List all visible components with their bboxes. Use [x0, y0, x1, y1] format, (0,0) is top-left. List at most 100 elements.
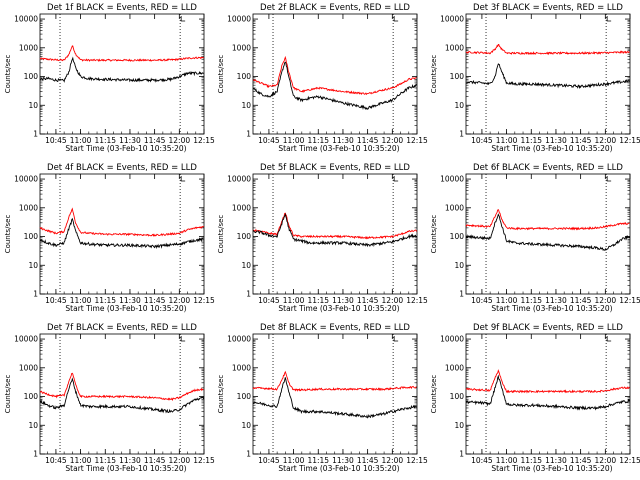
- y-axis-label: Counts/sec: [217, 215, 225, 254]
- x-tick-label: 12:00: [382, 296, 404, 305]
- x-axis-label: Start Time (03-Feb-10 10:35:20): [65, 304, 186, 313]
- axes-frame: [252, 333, 418, 455]
- x-tick-label: 11:00: [496, 296, 518, 305]
- axes-frame: [465, 333, 631, 455]
- interval-marker: [393, 16, 399, 22]
- x-tick-label: 12:15: [193, 136, 215, 145]
- y-tick-label: 100: [450, 72, 465, 81]
- interval-marker: [393, 176, 399, 182]
- lld-series-line: [252, 212, 418, 240]
- x-tick-label: 12:15: [193, 296, 215, 305]
- y-tick-label: 1000: [19, 363, 38, 372]
- x-tick-label: 11:30: [119, 296, 141, 305]
- y-tick-label: 100: [450, 392, 465, 401]
- y-tick-label: 1: [33, 290, 38, 299]
- interval-marker: [180, 16, 186, 22]
- x-tick-label: 12:00: [169, 456, 191, 465]
- interval-marker: [180, 176, 186, 182]
- x-tick-label: 11:00: [70, 296, 92, 305]
- y-tick-label: 1: [33, 130, 38, 139]
- y-tick-label: 1000: [445, 43, 464, 52]
- panel-title: Det 5f BLACK = Events, RED = LLD: [260, 163, 410, 173]
- x-tick-label: 11:15: [520, 456, 542, 465]
- detector-panel: Det 4f BLACK = Events, RED = LLD 1 10 100 10…: [4, 163, 215, 313]
- panel-title: Det 9f BLACK = Events, RED = LLD: [473, 323, 623, 333]
- events-series-line: [465, 63, 630, 90]
- y-tick-label: 10000: [227, 15, 251, 24]
- x-tick-label: 10:45: [471, 296, 493, 305]
- x-axis-label: Start Time (03-Feb-10 10:35:20): [278, 464, 399, 473]
- x-axis-label: Start Time (03-Feb-10 10:35:20): [65, 464, 186, 473]
- events-series-line: [252, 61, 417, 111]
- events-series-line: [39, 217, 204, 249]
- y-tick-label: 1000: [445, 363, 464, 372]
- lld-series-line: [39, 45, 204, 62]
- detector-panel: Det 7f BLACK = Events, RED = LLD 1 10 100 10…: [4, 323, 215, 473]
- interval-marker: [393, 336, 399, 342]
- x-tick-label: 11:45: [144, 456, 166, 465]
- y-tick-label: 10: [454, 101, 464, 110]
- events-series-line: [39, 377, 205, 414]
- panel-title: Det 2f BLACK = Events, RED = LLD: [260, 3, 410, 13]
- lld-series-line: [252, 370, 417, 392]
- x-tick-label: 12:00: [595, 296, 617, 305]
- x-tick-label: 11:00: [496, 456, 518, 465]
- x-tick-label: 11:45: [357, 136, 379, 145]
- x-tick-label: 12:00: [382, 136, 404, 145]
- y-axis-label: Counts/sec: [4, 375, 12, 414]
- y-tick-label: 1: [246, 450, 251, 459]
- lld-series-line: [465, 369, 630, 394]
- x-tick-label: 11:30: [332, 136, 354, 145]
- x-tick-label: 12:15: [193, 456, 215, 465]
- x-tick-label: 11:00: [70, 456, 92, 465]
- lld-series-line: [39, 372, 204, 402]
- x-tick-label: 11:15: [520, 296, 542, 305]
- x-tick-label: 11:45: [357, 296, 379, 305]
- x-axis-label: Start Time (03-Feb-10 10:35:20): [491, 304, 612, 313]
- x-tick-label: 11:30: [119, 456, 141, 465]
- x-axis-label: Start Time (03-Feb-10 10:35:20): [278, 144, 399, 153]
- y-tick-label: 10000: [440, 15, 464, 24]
- x-tick-label: 10:45: [471, 456, 493, 465]
- detector-panel: Det 5f BLACK = Events, RED = LLD 1 10 100 10…: [217, 163, 428, 313]
- y-tick-label: 10: [28, 421, 38, 430]
- y-tick-label: 1000: [19, 43, 38, 52]
- x-tick-label: 11:30: [332, 456, 354, 465]
- x-tick-label: 11:15: [520, 136, 542, 145]
- events-series-line: [465, 213, 630, 251]
- x-tick-label: 11:15: [307, 456, 329, 465]
- x-tick-label: 12:15: [406, 296, 428, 305]
- x-tick-label: 11:45: [570, 136, 592, 145]
- y-tick-label: 1000: [232, 363, 251, 372]
- y-axis-label: Counts/sec: [4, 215, 12, 254]
- y-tick-label: 10: [454, 421, 464, 430]
- x-tick-label: 10:45: [45, 296, 67, 305]
- interval-marker: [606, 16, 612, 22]
- y-tick-label: 10000: [14, 175, 38, 184]
- x-tick-label: 11:15: [94, 136, 116, 145]
- axes-frame: [252, 13, 418, 135]
- x-tick-label: 12:15: [406, 136, 428, 145]
- y-tick-label: 100: [237, 232, 252, 241]
- x-tick-label: 10:45: [258, 456, 280, 465]
- x-tick-label: 11:30: [545, 296, 567, 305]
- x-tick-label: 10:45: [258, 136, 280, 145]
- interval-marker: [606, 176, 612, 182]
- y-tick-label: 1: [459, 450, 464, 459]
- y-tick-label: 1: [459, 290, 464, 299]
- x-tick-label: 11:45: [570, 296, 592, 305]
- y-tick-label: 1: [459, 130, 464, 139]
- x-tick-label: 11:45: [144, 296, 166, 305]
- y-tick-label: 10000: [14, 335, 38, 344]
- y-tick-label: 10: [241, 421, 251, 430]
- y-tick-label: 1000: [232, 43, 251, 52]
- x-tick-label: 11:30: [545, 456, 567, 465]
- x-tick-label: 10:45: [471, 136, 493, 145]
- y-tick-label: 100: [450, 232, 465, 241]
- x-tick-label: 12:00: [169, 136, 191, 145]
- interval-marker: [180, 336, 186, 342]
- y-axis-label: Counts/sec: [430, 215, 438, 254]
- y-tick-label: 10000: [227, 335, 251, 344]
- y-tick-label: 100: [24, 232, 39, 241]
